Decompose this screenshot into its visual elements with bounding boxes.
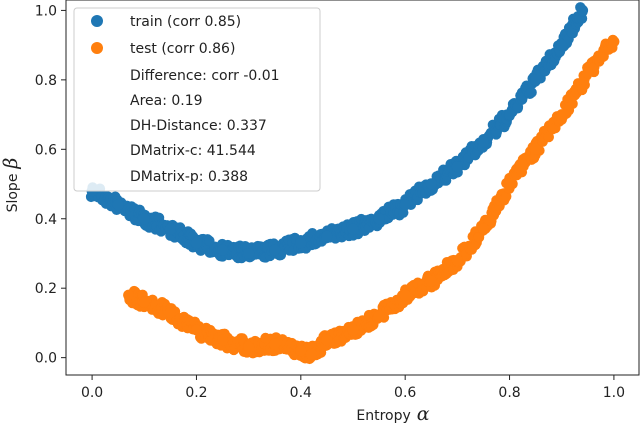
x-axis-ticks: 0.0 0.2 0.4 0.6 0.8 1.0 bbox=[81, 375, 625, 401]
x-tick-label: 0.4 bbox=[290, 385, 312, 401]
y-tick-label: 0.8 bbox=[35, 73, 57, 89]
data-point bbox=[425, 178, 437, 190]
data-point bbox=[373, 310, 385, 322]
legend-difference: Difference: corr -0.01 bbox=[130, 68, 280, 84]
x-tick-label: 1.0 bbox=[603, 385, 625, 401]
legend-dmatrix-c: DMatrix-c: 41.544 bbox=[130, 143, 256, 159]
series-0 bbox=[85, 2, 589, 264]
data-point bbox=[477, 223, 489, 235]
data-point bbox=[164, 307, 176, 318]
data-point bbox=[190, 324, 202, 336]
data-point bbox=[567, 98, 578, 110]
data-point bbox=[295, 345, 307, 357]
data-point bbox=[217, 244, 229, 256]
legend-marker-train bbox=[91, 15, 103, 27]
legend-area: Area: 0.19 bbox=[130, 93, 203, 109]
data-point bbox=[526, 87, 537, 98]
data-point bbox=[217, 334, 229, 346]
y-tick-label: 0.4 bbox=[35, 212, 57, 228]
data-point bbox=[269, 338, 281, 350]
data-point bbox=[556, 39, 568, 51]
data-point bbox=[295, 237, 307, 249]
y-tick-label: 0.0 bbox=[35, 351, 57, 367]
data-point bbox=[269, 244, 281, 256]
data-point bbox=[399, 199, 411, 211]
data-point bbox=[190, 237, 202, 249]
x-tick-label: 0.0 bbox=[81, 385, 103, 401]
x-axis-label-text: Entropy bbox=[356, 408, 410, 424]
legend-box bbox=[73, 7, 321, 192]
plot-area bbox=[85, 2, 620, 365]
y-axis-symbol: β bbox=[0, 158, 22, 170]
y-tick-label: 0.6 bbox=[35, 142, 57, 158]
data-point bbox=[504, 109, 516, 121]
data-point bbox=[138, 296, 150, 308]
x-tick-label: 0.6 bbox=[394, 385, 416, 401]
x-axis-label: Entropy α bbox=[356, 403, 429, 425]
x-axis-symbol: α bbox=[417, 403, 430, 425]
legend: train (corr 0.85) test (corr 0.86) Diffe… bbox=[73, 7, 321, 192]
data-point bbox=[123, 289, 135, 301]
data-point bbox=[373, 213, 385, 225]
data-point bbox=[582, 67, 594, 79]
x-tick-label: 0.2 bbox=[185, 385, 207, 401]
y-axis-label: Slope β bbox=[0, 158, 22, 213]
data-point bbox=[477, 136, 489, 148]
data-point bbox=[530, 74, 542, 86]
x-tick-label: 0.8 bbox=[498, 385, 520, 401]
data-point bbox=[243, 341, 255, 353]
data-point bbox=[321, 334, 333, 346]
data-point bbox=[543, 131, 554, 143]
data-point bbox=[305, 348, 317, 360]
data-point bbox=[451, 161, 463, 173]
data-point bbox=[608, 36, 620, 48]
data-point bbox=[347, 324, 359, 336]
data-point bbox=[425, 275, 437, 287]
data-point bbox=[347, 223, 359, 235]
y-tick-label: 1.0 bbox=[35, 3, 57, 19]
data-point bbox=[321, 230, 333, 242]
legend-label-test: test (corr 0.86) bbox=[130, 41, 235, 57]
legend-dh-distance: DH-Distance: 0.337 bbox=[130, 118, 267, 134]
y-tick-label: 0.2 bbox=[35, 281, 57, 297]
data-point bbox=[243, 247, 255, 259]
data-point bbox=[451, 254, 463, 266]
legend-marker-test bbox=[91, 42, 103, 54]
data-point bbox=[577, 4, 589, 16]
axes-frame bbox=[65, 0, 640, 376]
legend-label-train: train (corr 0.85) bbox=[130, 14, 241, 30]
data-point bbox=[556, 109, 568, 121]
data-point bbox=[164, 223, 176, 235]
data-point bbox=[399, 289, 411, 301]
data-point bbox=[530, 143, 542, 155]
series-1 bbox=[123, 34, 620, 365]
data-point bbox=[504, 178, 516, 190]
y-axis-ticks: 0.0 0.2 0.4 0.6 0.8 1.0 bbox=[35, 3, 66, 367]
data-point bbox=[138, 213, 150, 225]
y-axis-label-text: Slope bbox=[5, 174, 21, 213]
legend-dmatrix-p: DMatrix-p: 0.388 bbox=[130, 169, 248, 185]
data-point bbox=[112, 199, 124, 211]
